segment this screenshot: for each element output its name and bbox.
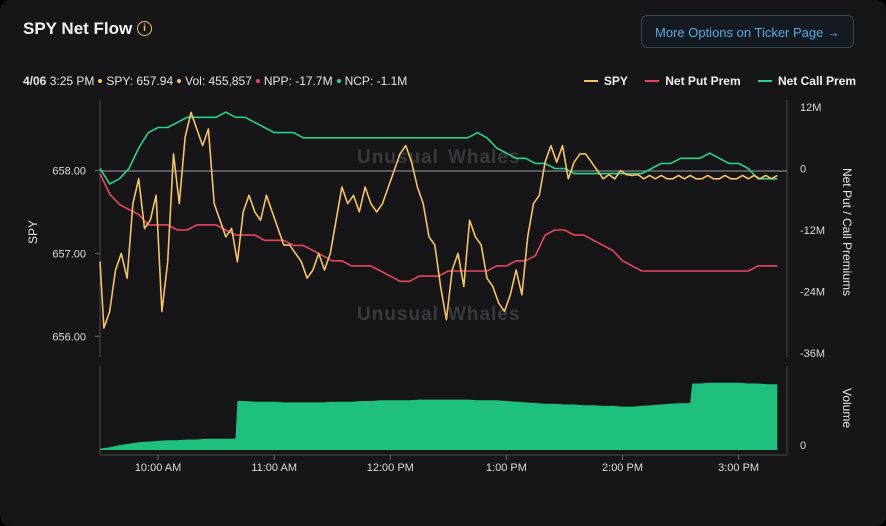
- info-icon[interactable]: i: [137, 21, 152, 36]
- series-line-spy: [99, 111, 778, 329]
- legend-ncp-label: Net Call Prem: [777, 74, 856, 88]
- legend: SPY Net Put Prem Net Call Prem: [570, 74, 856, 88]
- y2-tick-label: -24M: [800, 287, 825, 299]
- grid: [99, 100, 788, 456]
- x-tick-label: 1:00 PM: [486, 462, 527, 474]
- y-axis-title: SPY: [26, 220, 40, 244]
- legend-npp-label: Net Put Prem: [665, 74, 741, 88]
- watermark-top-2: Whales: [448, 147, 521, 168]
- more-options-button[interactable]: More Options on Ticker Page →: [641, 15, 854, 48]
- volume-layer: [100, 382, 778, 450]
- info-row: 4/06 3:25 PM SPY: 657.94 Vol: 455,857 NPP: …: [23, 74, 407, 88]
- y2-tick-label: 12M: [800, 102, 821, 114]
- x-tick-label: 10:00 AM: [135, 462, 181, 474]
- volume-axis-title: Volume: [840, 388, 854, 428]
- y-tick-label: 657.00: [52, 248, 86, 260]
- x-tick-label: 2:00 PM: [602, 462, 643, 474]
- info-vol: Vol: 455,857: [185, 74, 252, 88]
- x-tick-label: 12:00 PM: [367, 462, 414, 474]
- series-line-net-call-prem: [99, 111, 778, 185]
- ticks-layer: 10:00 AM 11:00 AM 12:00 PM 1:00 PM 2:00 PM 3:…: [26, 102, 854, 474]
- info-npp: NPP: -17.7M: [263, 74, 333, 88]
- volume-area: [100, 382, 778, 450]
- legend-ncp-swatch: [757, 79, 772, 82]
- y2-tick-label: -12M: [800, 225, 825, 237]
- y2-axis-title: Net Put / Call Premiums: [840, 168, 854, 296]
- y-tick-label: 658.00: [52, 165, 86, 177]
- spy-dot-icon: [98, 78, 103, 83]
- y2-tick-label: 0: [800, 164, 806, 176]
- legend-spy-label: SPY: [603, 74, 628, 88]
- legend-spy[interactable]: SPY: [583, 74, 628, 88]
- legend-spy-swatch: [583, 79, 598, 82]
- info-date: 4/06: [23, 74, 47, 88]
- info-spy: SPY: 657.94: [106, 74, 174, 88]
- info-time: 3:25 PM: [49, 74, 95, 88]
- volume-tick-label: 0: [800, 440, 806, 452]
- watermark-bottom-2: Whales: [448, 304, 521, 325]
- x-tick-label: 3:00 PM: [718, 462, 759, 474]
- chart-title: SPY Net Flow: [23, 19, 133, 38]
- x-tick-label: 11:00 AM: [251, 462, 297, 474]
- lines-layer: [99, 111, 778, 329]
- series-line-net-put-prem: [99, 173, 778, 283]
- y-tick-label: 656.00: [52, 331, 86, 343]
- ncp-dot-icon: [336, 78, 341, 83]
- watermark-bottom-1: Unusual: [357, 304, 439, 325]
- y2-tick-label: -36M: [800, 348, 825, 360]
- legend-npp[interactable]: Net Put Prem: [645, 74, 741, 88]
- info-ncp: NCP: -1.1M: [344, 74, 408, 88]
- legend-npp-swatch: [645, 79, 660, 82]
- vol-dot-icon: [177, 78, 182, 83]
- npp-dot-icon: [255, 78, 260, 83]
- watermark-top-1: Unusual: [357, 147, 439, 168]
- legend-ncp[interactable]: Net Call Prem: [757, 74, 856, 88]
